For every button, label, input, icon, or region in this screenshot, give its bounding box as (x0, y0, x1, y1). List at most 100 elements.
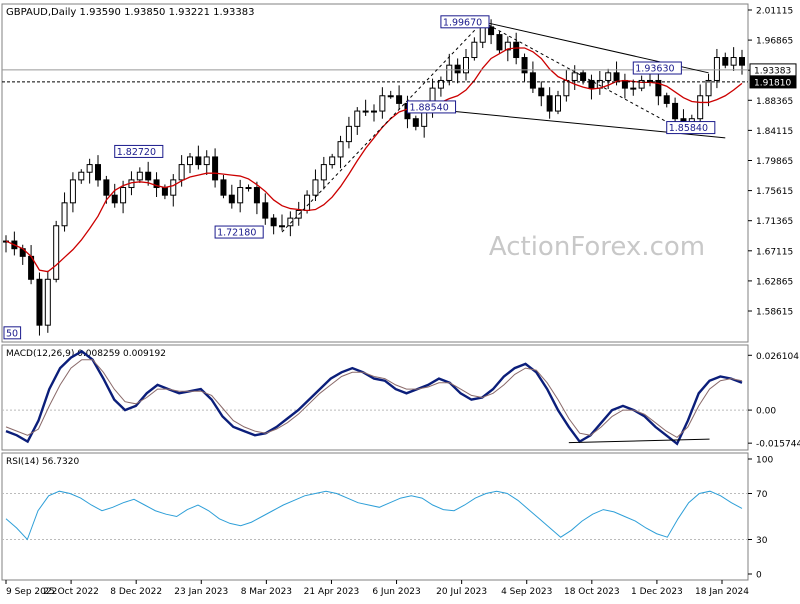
candle-body (663, 95, 670, 104)
trend-line (281, 21, 484, 233)
price-tick-label: 1.62865 (756, 277, 793, 287)
x-tick-label: 9 Sep 2022 (6, 587, 57, 597)
candle-body (320, 164, 327, 181)
price-annotation-label: 1.85840 (669, 123, 708, 134)
candle-body (371, 110, 377, 113)
price-annotation-box (666, 121, 716, 135)
candle-body (555, 95, 561, 112)
price-annotation-label: 1.72180 (217, 228, 256, 239)
price-tick-label: 1.67115 (756, 247, 793, 257)
macd-tick-label: 0.00 (756, 407, 776, 417)
macd-trend-line (568, 438, 710, 444)
price-annotation-box (632, 61, 682, 75)
candle-body (86, 164, 93, 173)
candle-body (630, 87, 637, 90)
chart-header: GBPAUD,Daily 1.93590 1.93850 1.93221 1.9… (6, 7, 254, 18)
x-tick-label: 21 Apr 2023 (304, 587, 360, 597)
candle-body (613, 72, 620, 81)
trend-line (482, 21, 676, 127)
candle-body (362, 110, 369, 113)
x-tick-label: 6 Jun 2023 (372, 587, 420, 597)
symbol-label: GBPAUD,Daily (6, 7, 80, 18)
price-panel (1, 3, 749, 343)
candle-body (730, 57, 737, 66)
candle-body (354, 110, 361, 127)
candle-body (739, 57, 745, 66)
candle-body (53, 225, 60, 280)
candle-body (170, 179, 177, 196)
candle-body (713, 57, 720, 81)
candle-body (513, 41, 520, 59)
price-annotation-label: 1.99670 (443, 17, 482, 28)
candle-body (161, 187, 168, 196)
candle-body (195, 156, 202, 166)
price-annotation-label: 1.88540 (409, 102, 448, 113)
macd-tick-label: 0.026104 (756, 352, 799, 362)
candle-body (655, 79, 662, 97)
candle-body (145, 171, 152, 181)
candle-body (78, 171, 85, 181)
candle-body (153, 179, 160, 189)
rsi-tick-label: 70 (756, 490, 768, 500)
x-tick-label: 18 Jan 2024 (695, 587, 749, 597)
candle-body (287, 217, 294, 227)
rsi-tick-label: 30 (756, 536, 768, 546)
candle-body (672, 102, 679, 120)
candle-body (722, 57, 729, 66)
macd-tick-label: -0.015744 (756, 440, 800, 450)
candle-body (396, 95, 403, 104)
candle-body (563, 79, 570, 97)
rsi-tick-label: 0 (756, 571, 762, 581)
candle-body (228, 194, 235, 204)
watermark: ActionForex.com (489, 232, 705, 262)
moving-average-line (5, 47, 743, 273)
candle-body (538, 87, 545, 97)
price-tick-label: 1.75615 (756, 187, 793, 197)
macd-signal-line (5, 359, 743, 439)
price-tick-label: 2.01115 (756, 7, 793, 17)
x-tick-label: 18 Oct 2023 (564, 587, 620, 597)
macd-main-line (5, 349, 743, 446)
candle-body (329, 156, 336, 166)
candle-body (69, 179, 76, 204)
candle-body (61, 202, 68, 227)
candle-body (454, 64, 461, 74)
candle-body (304, 194, 311, 211)
price-annotation-label: 1.82720 (117, 147, 156, 158)
price-annotation-box (214, 225, 264, 239)
price-tick-label: 1.79865 (756, 157, 793, 167)
ohlc-values: 1.93590 1.93850 1.93221 1.93383 (80, 7, 255, 18)
candle-body (178, 164, 185, 181)
price-annotation-label: 50 (6, 328, 18, 339)
candle-body (187, 156, 193, 166)
x-tick-label: 20 Jul 2023 (436, 587, 487, 597)
candle-body (496, 34, 503, 51)
candle-body (697, 95, 704, 120)
x-tick-label: 1 Dec 2023 (631, 587, 683, 597)
candle-body (412, 118, 419, 127)
candle-body (220, 179, 227, 196)
x-tick-label: 4 Sep 2023 (501, 587, 552, 597)
candle-body (203, 156, 210, 166)
x-tick-label: 25 Oct 2022 (43, 587, 99, 597)
candle-body (95, 164, 101, 181)
candle-body (546, 95, 553, 112)
candle-body (571, 72, 578, 81)
price-tick-label: 1.96865 (756, 37, 793, 47)
candle-body (270, 217, 277, 227)
price-tick-label: 1.84115 (756, 127, 793, 137)
candle-body (488, 26, 495, 36)
candle-body (446, 64, 453, 81)
candle-body (638, 79, 645, 89)
candle-body (588, 79, 595, 89)
candle-body (120, 187, 127, 204)
candle-body (647, 79, 653, 82)
price-marker-label: 1.93383 (754, 66, 791, 76)
price-annotation-box (3, 326, 22, 340)
candle-body (111, 194, 118, 204)
candle-body (337, 141, 344, 158)
candle-body (379, 95, 386, 112)
price-tick-label: 1.58615 (756, 308, 793, 318)
